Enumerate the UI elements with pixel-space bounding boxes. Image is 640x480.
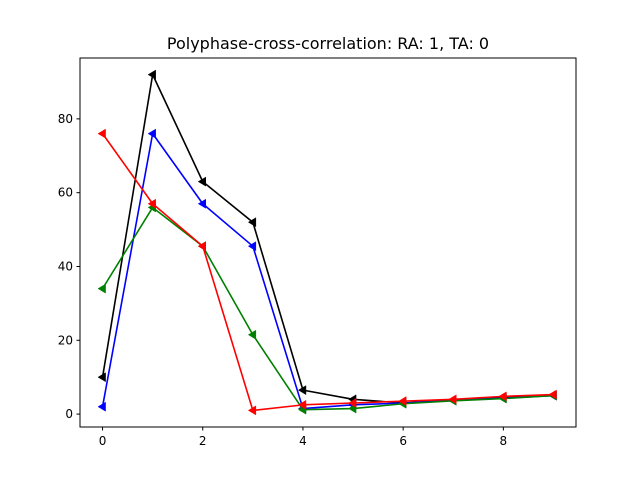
data-point (147, 128, 156, 139)
x-tick-label: 0 (99, 434, 107, 448)
data-point (147, 198, 156, 209)
y-tick-label: 80 (58, 112, 73, 126)
x-tick-label: 4 (299, 434, 307, 448)
series-4 (97, 128, 557, 416)
data-point (97, 372, 106, 383)
data-point (97, 128, 106, 139)
data-point (297, 399, 307, 410)
series-layer (97, 69, 557, 416)
data-point (448, 394, 457, 405)
x-tick-label: 8 (500, 434, 508, 448)
data-point (197, 241, 206, 252)
data-point (348, 398, 357, 408)
data-point (548, 389, 557, 400)
data-point (247, 329, 257, 340)
series-line (101, 133, 554, 412)
data-point (247, 241, 257, 252)
x-tick-label: 2 (199, 434, 207, 448)
chart-title: Polyphase-cross-correlation: RA: 1, TA: … (167, 34, 489, 53)
data-point (197, 176, 206, 187)
data-point (247, 217, 257, 228)
y-tick-label: 40 (58, 259, 73, 273)
data-point (247, 405, 257, 416)
data-point (498, 391, 507, 402)
y-tick-label: 0 (65, 407, 73, 421)
data-point (97, 401, 106, 412)
data-point (197, 198, 206, 209)
y-tick-label: 20 (58, 333, 73, 347)
series-line (101, 206, 554, 411)
data-point (297, 385, 307, 396)
data-point (147, 69, 156, 80)
y-tick-label: 60 (58, 186, 73, 200)
data-point (398, 396, 407, 407)
plot-frame (79, 57, 577, 428)
x-tick-label: 6 (399, 434, 407, 448)
data-point (97, 283, 106, 294)
